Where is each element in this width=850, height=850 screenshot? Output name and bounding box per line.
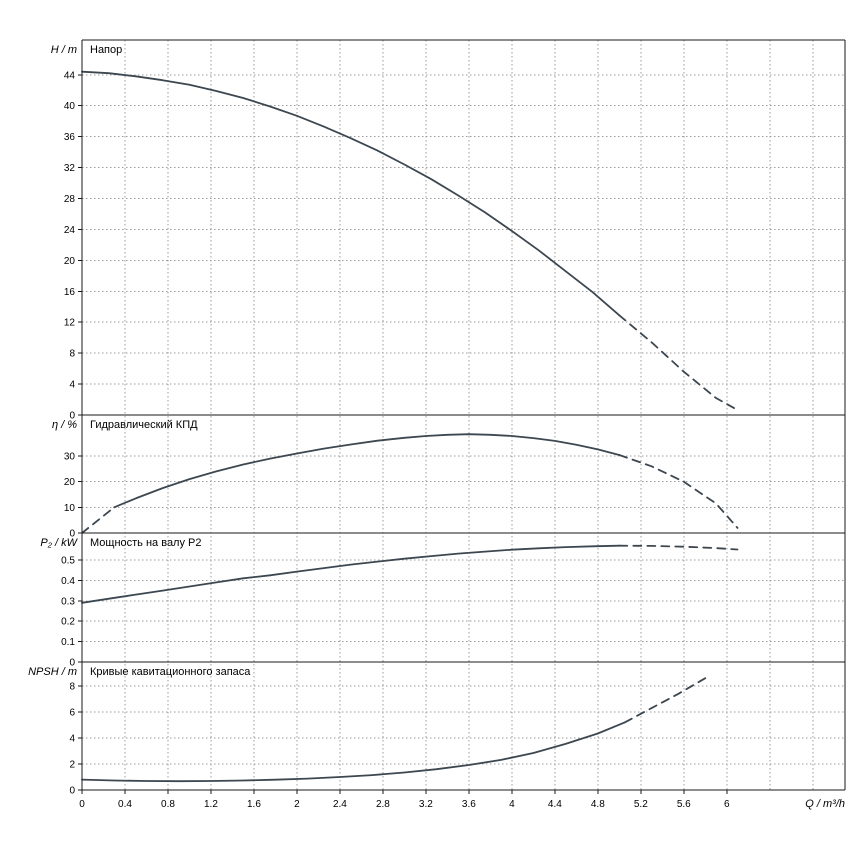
x-tick-label: 4.4 xyxy=(548,799,562,810)
y-tick-label: 0 xyxy=(69,411,75,422)
x-axis: 0 0.4 0.8 1.2 1.6 2 2.4 2.8 3.2 3.6 4 4.4 4.8 5.2 5.6 6… xyxy=(79,790,845,810)
shaft-power-curve xyxy=(81,544,621,604)
x-axis-unit-label: Q / m³/h xyxy=(805,798,845,810)
x-tick-label: 4 xyxy=(509,799,515,810)
panel-npsh: 0 2 4 6 8 NPSH / m Кривые кавитационного запас… xyxy=(28,666,845,797)
y-tick-label: 8 xyxy=(69,349,75,360)
y-tick-label: 0 xyxy=(69,529,75,540)
panel-head: 0 4 8 12 16 20 24 28 32 36 40 44 H / m Напор xyxy=(51,44,845,422)
efficiency-curve xyxy=(113,433,621,509)
y-tick-label: 32 xyxy=(64,163,76,174)
y-tick-label: 44 xyxy=(64,70,76,81)
head-curve xyxy=(81,70,621,317)
y-tick-label: 0 xyxy=(69,658,75,669)
x-tick-label: 5.6 xyxy=(677,799,691,810)
y-tick-label: 36 xyxy=(64,132,76,143)
y-tick-label: 4 xyxy=(69,380,75,391)
y-axis-unit-label: η / % xyxy=(52,419,77,431)
y-tick-label: 30 xyxy=(64,452,76,463)
x-tick-label: 2 xyxy=(294,799,300,810)
y-tick-label: 0.2 xyxy=(61,617,75,628)
x-tick-label: 1.2 xyxy=(204,799,218,810)
y-tick-label: 28 xyxy=(64,194,76,205)
y-tick-label: 10 xyxy=(64,503,76,514)
panel-title: Кривые кавитационного запаса xyxy=(90,666,251,678)
y-tick-label: 6 xyxy=(69,708,75,719)
panel-efficiency: 0 10 20 30 η / % Гидравлический КПД xyxy=(52,419,845,540)
panel-title: Напор xyxy=(90,44,122,56)
y-tick-label: 0.3 xyxy=(61,596,75,607)
x-tick-label: 3.6 xyxy=(462,799,476,810)
y-tick-label: 20 xyxy=(64,256,76,267)
npsh-curve xyxy=(81,721,626,783)
y-tick-label: 0.1 xyxy=(61,637,75,648)
panel-title: Гидравлический КПД xyxy=(90,419,198,431)
x-tick-label: 4.8 xyxy=(591,799,605,810)
y-tick-label: 40 xyxy=(64,101,76,112)
x-tick-label: 2.4 xyxy=(333,799,347,810)
panel-shaft-power: 0 0.1 0.2 0.3 0.4 0.5 P₂ / kW Мощность на валу … xyxy=(40,537,845,669)
y-tick-label: 4 xyxy=(69,734,75,745)
x-tick-label: 2.8 xyxy=(376,799,390,810)
y-axis-unit-label: P₂ / kW xyxy=(40,537,78,549)
y-tick-label: 12 xyxy=(64,318,76,329)
y-axis-unit-label: H / m xyxy=(51,44,77,56)
y-tick-label: 0.4 xyxy=(61,576,75,587)
grid-lines xyxy=(124,40,814,790)
x-tick-label: 1.6 xyxy=(247,799,261,810)
axes xyxy=(81,39,846,791)
y-tick-label: 2 xyxy=(69,760,75,771)
x-tick-label: 5.2 xyxy=(634,799,648,810)
y-tick-label: 0.5 xyxy=(61,555,75,566)
shaft-power-extrapolated xyxy=(618,544,739,551)
y-tick-label: 24 xyxy=(64,225,76,236)
efficiency-extrapolated xyxy=(618,454,739,529)
x-tick-label: 0.8 xyxy=(161,799,175,810)
head-curve-extrapolated xyxy=(618,314,737,410)
panel-title: Мощность на валу P2 xyxy=(90,537,202,549)
efficiency-low-flow xyxy=(81,506,116,534)
y-tick-label: 8 xyxy=(69,682,75,693)
y-tick-label: 16 xyxy=(64,287,76,298)
y-tick-label: 0 xyxy=(69,786,75,797)
x-tick-label: 3.2 xyxy=(419,799,433,810)
x-tick-label: 0.4 xyxy=(118,799,132,810)
y-tick-label: 20 xyxy=(64,477,76,488)
x-tick-label: 6 xyxy=(724,799,730,810)
x-tick-label: 0 xyxy=(79,799,85,810)
npsh-extrapolated xyxy=(623,677,707,724)
y-axis-unit-label: NPSH / m xyxy=(28,666,77,678)
